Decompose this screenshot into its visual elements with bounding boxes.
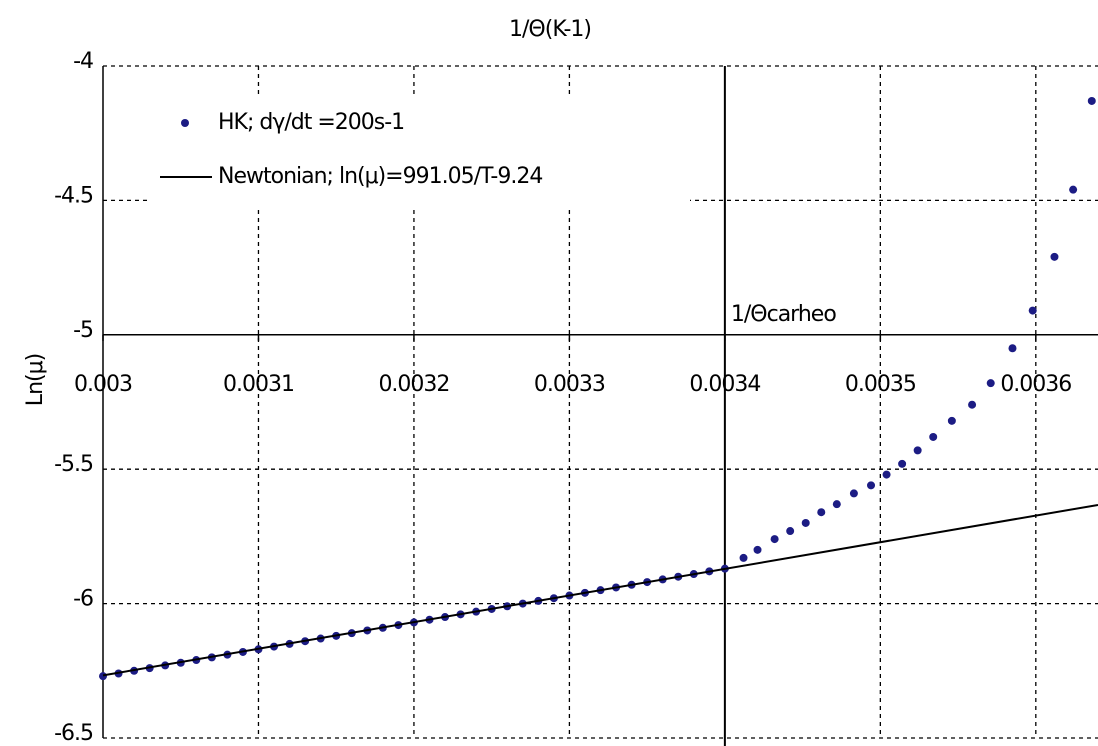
data-point (832, 500, 841, 509)
y-tick-label: -4.5 (54, 183, 93, 208)
y-tick-label: -5 (73, 318, 93, 343)
data-point (968, 400, 977, 409)
legend-label: HK; dγ/dt =200s-1 (218, 110, 404, 135)
x-tick-label: 0.0032 (378, 372, 449, 397)
x-tick-label: 0.0035 (845, 372, 916, 397)
y-tick-label: -5.5 (54, 452, 93, 477)
y-tick-label: -6 (73, 587, 93, 612)
x-tick-label: 0.0036 (1000, 372, 1071, 397)
data-point (947, 416, 956, 425)
y-tick-label: -6.5 (54, 721, 93, 746)
data-point (99, 672, 107, 681)
reference-label: 1/Θcarheo (731, 302, 836, 327)
x-tick-label: 0.003 (74, 372, 132, 397)
x-tick-label: 0.0031 (223, 372, 294, 397)
legend-label: Newtonian; ln(μ)=991.05/T-9.24 (218, 164, 542, 189)
data-point (882, 470, 891, 479)
legend-marker (181, 119, 189, 127)
data-point (986, 379, 995, 388)
data-point (867, 481, 876, 490)
data-point (786, 527, 795, 536)
data-point (929, 432, 938, 441)
y-axis-label: Ln(μ) (23, 354, 48, 406)
data-point (801, 518, 810, 527)
data-point (753, 545, 762, 554)
data-point (1050, 252, 1059, 261)
data-point (1069, 185, 1078, 194)
x-tick-label: 0.0033 (534, 372, 605, 397)
data-point (1087, 96, 1096, 105)
data-point (817, 508, 826, 517)
data-point (739, 553, 748, 562)
data-point (898, 459, 907, 468)
data-point (849, 489, 858, 498)
legend-box (150, 98, 690, 210)
y-tick-label: -4 (73, 49, 93, 74)
data-line (102, 503, 1098, 677)
data-point (770, 535, 779, 544)
chart-title: 1/Θ(K-1) (509, 17, 591, 42)
data-point (913, 446, 922, 455)
data-point (1028, 306, 1037, 315)
data-point (1008, 344, 1017, 353)
